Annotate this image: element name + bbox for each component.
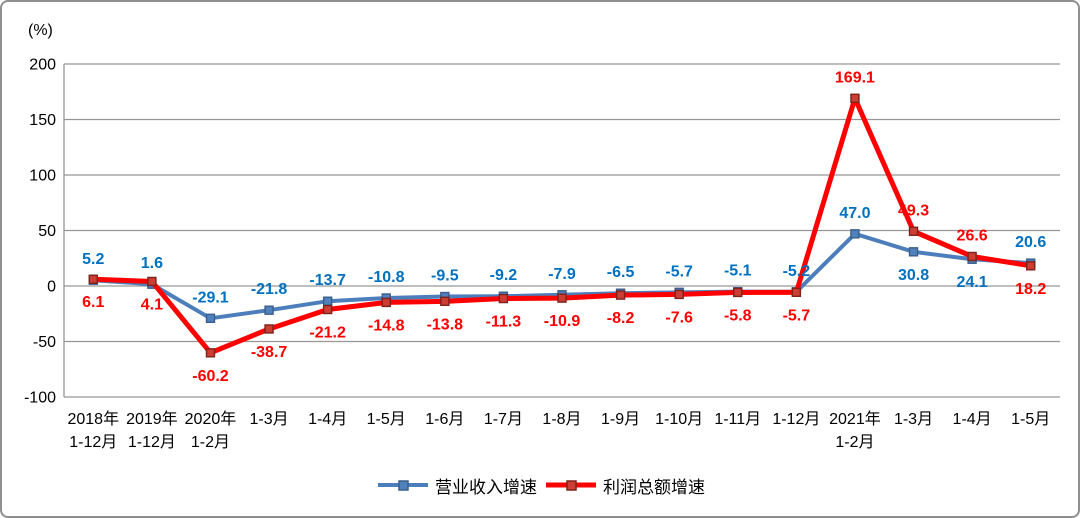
x-tick-label: 1-3月 [249,411,288,428]
profit-data-label: 169.1 [835,69,875,86]
y-tick-label: -100 [24,390,56,407]
profit-marker [264,324,274,334]
profit-marker [440,296,450,307]
profit-marker [850,93,860,103]
y-axis-unit-label: (%) [28,22,53,39]
x-tick-label: 1-12月 [128,434,176,451]
y-axis-tick-labels: 200 150 100 50 0 -50 -100 [24,57,56,407]
x-tick-label: 1-4月 [953,411,992,428]
profit-data-label: -60.2 [192,368,229,385]
revenue-data-label: 24.1 [957,274,988,291]
profit-marker [733,287,743,298]
x-tick-label: 2018年 [67,410,119,428]
x-tick-label: 1-7月 [484,411,523,428]
revenue-data-label: -5.2 [783,263,811,280]
revenue-data-label: -9.5 [431,268,459,285]
x-tick-label: 1-10月 [655,411,703,428]
profit-data-label: -5.8 [724,307,752,324]
profit-marker [88,274,98,284]
profit-marker [791,287,802,298]
legend-item-profit: 利润总额增速 [543,473,705,498]
profit-marker [381,297,391,308]
profit-marker [967,251,977,262]
revenue-data-label: 1.6 [141,255,163,272]
y-tick-label: 200 [29,57,56,74]
x-tick-label: 1-5月 [1011,411,1050,428]
revenue-data-label: -5.7 [665,263,693,280]
legend: 营业收入增速 利润总额增速 [2,468,1078,502]
y-tick-label: 0 [47,279,56,296]
x-tick-label: 1-6月 [425,411,464,428]
x-tick-label: 2020年 [185,410,237,428]
revenue-data-label: 20.6 [1015,234,1046,251]
profit-data-label: 49.3 [898,202,929,219]
x-tick-label: 1-12月 [772,411,820,428]
revenue-legend-swatch-icon [378,480,428,491]
data-labels: 5.2 1.6 -29.1 -21.8 -13.7 -10.8 -9.5 -9.2 -7.9 -6… [82,69,1046,385]
x-tick-label: 1-3月 [894,411,933,428]
revenue-marker [322,296,333,306]
profit-marker [557,293,567,303]
x-tick-label: 1-5月 [367,411,406,428]
x-tick-label: 2019年 [126,410,178,428]
profit-data-label: -38.7 [251,344,288,361]
revenue-data-label: -10.8 [368,269,405,286]
x-tick-label: 1-11月 [714,411,761,428]
revenue-marker [850,229,860,239]
profit-marker [908,226,919,236]
revenue-marker [205,313,216,324]
series-lines [88,93,1036,358]
revenue-data-label: -6.5 [607,264,635,281]
revenue-marker [908,247,919,257]
profit-data-label: 6.1 [82,294,104,311]
x-tick-label: 1-2月 [835,434,874,451]
revenue-data-label: 5.2 [82,251,104,268]
revenue-data-label: -5.1 [724,263,752,280]
y-tick-label: -50 [33,334,56,351]
profit-data-label: -10.9 [544,313,581,330]
x-tick-label: 1-12月 [69,434,117,451]
revenue-data-label: -9.2 [490,267,518,284]
revenue-data-label: -7.9 [548,266,576,283]
revenue-data-label: 47.0 [839,205,870,222]
gridlines [64,63,1060,398]
profit-data-label: -8.2 [607,310,635,327]
revenue-data-label: -21.8 [251,281,288,298]
profit-marker [147,276,157,287]
x-tick-label: 1-8月 [542,411,581,428]
legend-label-profit: 利润总额增速 [603,477,705,497]
profit-marker [322,304,333,315]
legend-label-revenue: 营业收入增速 [435,477,537,497]
x-tick-label: 1-4月 [308,411,347,428]
profit-marker [615,290,626,300]
profit-data-label: -5.7 [783,307,811,324]
profit-legend-swatch-icon [546,480,596,491]
profit-marker [1026,261,1036,271]
x-tick-label: 1-2月 [191,434,230,451]
profit-data-label: -11.3 [486,314,522,331]
profit-marker [674,289,684,300]
x-tick-label: 2021年 [829,410,881,428]
revenue-marker [264,305,274,315]
legend-item-revenue: 营业收入增速 [375,473,537,498]
y-tick-label: 100 [29,168,56,185]
revenue-data-label: -29.1 [192,289,229,306]
profit-data-label: -21.2 [309,325,346,342]
revenue-data-label: -13.7 [309,272,346,289]
profit-data-label: 4.1 [141,296,163,313]
profit-marker [205,348,216,358]
profit-marker [498,293,509,304]
profit-data-label: 26.6 [957,227,988,244]
y-tick-label: 50 [38,223,56,240]
profit-data-label: -13.8 [427,316,464,333]
x-axis-tick-labels: 2018年 1-12月 2019年 1-12月 2020年 1-2月 1-3月 1-4月 1-5… [67,410,1050,451]
x-tick-label: 1-9月 [601,411,640,428]
profit-data-label: -14.8 [368,317,405,334]
revenue-data-label: 30.8 [898,267,929,284]
y-tick-label: 150 [29,112,56,129]
profit-data-label: -7.6 [665,309,693,326]
profit-data-label: 18.2 [1015,281,1046,298]
